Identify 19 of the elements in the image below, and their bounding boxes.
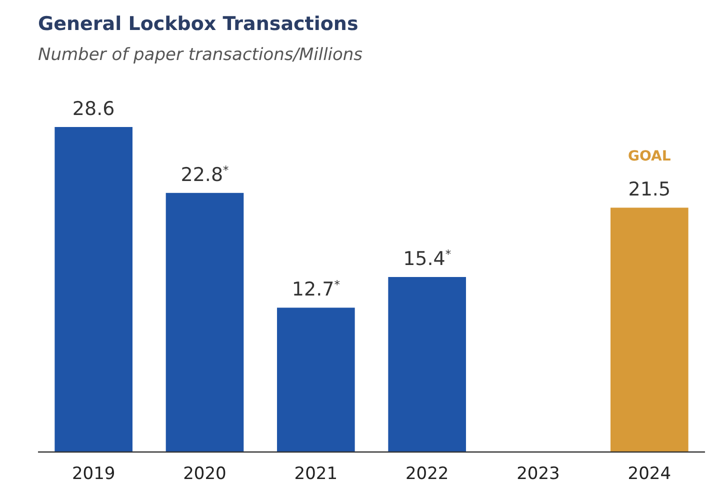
data-label: 12.7$^{*}$ [292, 278, 340, 301]
data-label: 28.6 [72, 98, 115, 120]
chart-title: General Lockbox Transactions [38, 13, 358, 35]
annotation: GOAL [628, 148, 671, 165]
bar [388, 277, 466, 452]
data-label: 15.4$^{*}$ [403, 247, 452, 270]
bar [166, 192, 244, 452]
data-label: 21.5 [628, 178, 671, 201]
x-tick-label: 2020 [183, 464, 226, 484]
x-tick-label: 2019 [72, 464, 116, 484]
bar [54, 127, 132, 452]
x-tick-label: 2024 [628, 464, 672, 484]
data-label: 22.8$^{*}$ [180, 162, 230, 186]
bar [610, 208, 688, 452]
chart-subtitle: Number of paper transactions/Millions [38, 45, 363, 65]
x-tick-label: 2022 [405, 464, 449, 484]
bar [277, 308, 355, 452]
x-tick-label: 2023 [516, 464, 560, 484]
x-tick-label: 2021 [294, 464, 338, 484]
